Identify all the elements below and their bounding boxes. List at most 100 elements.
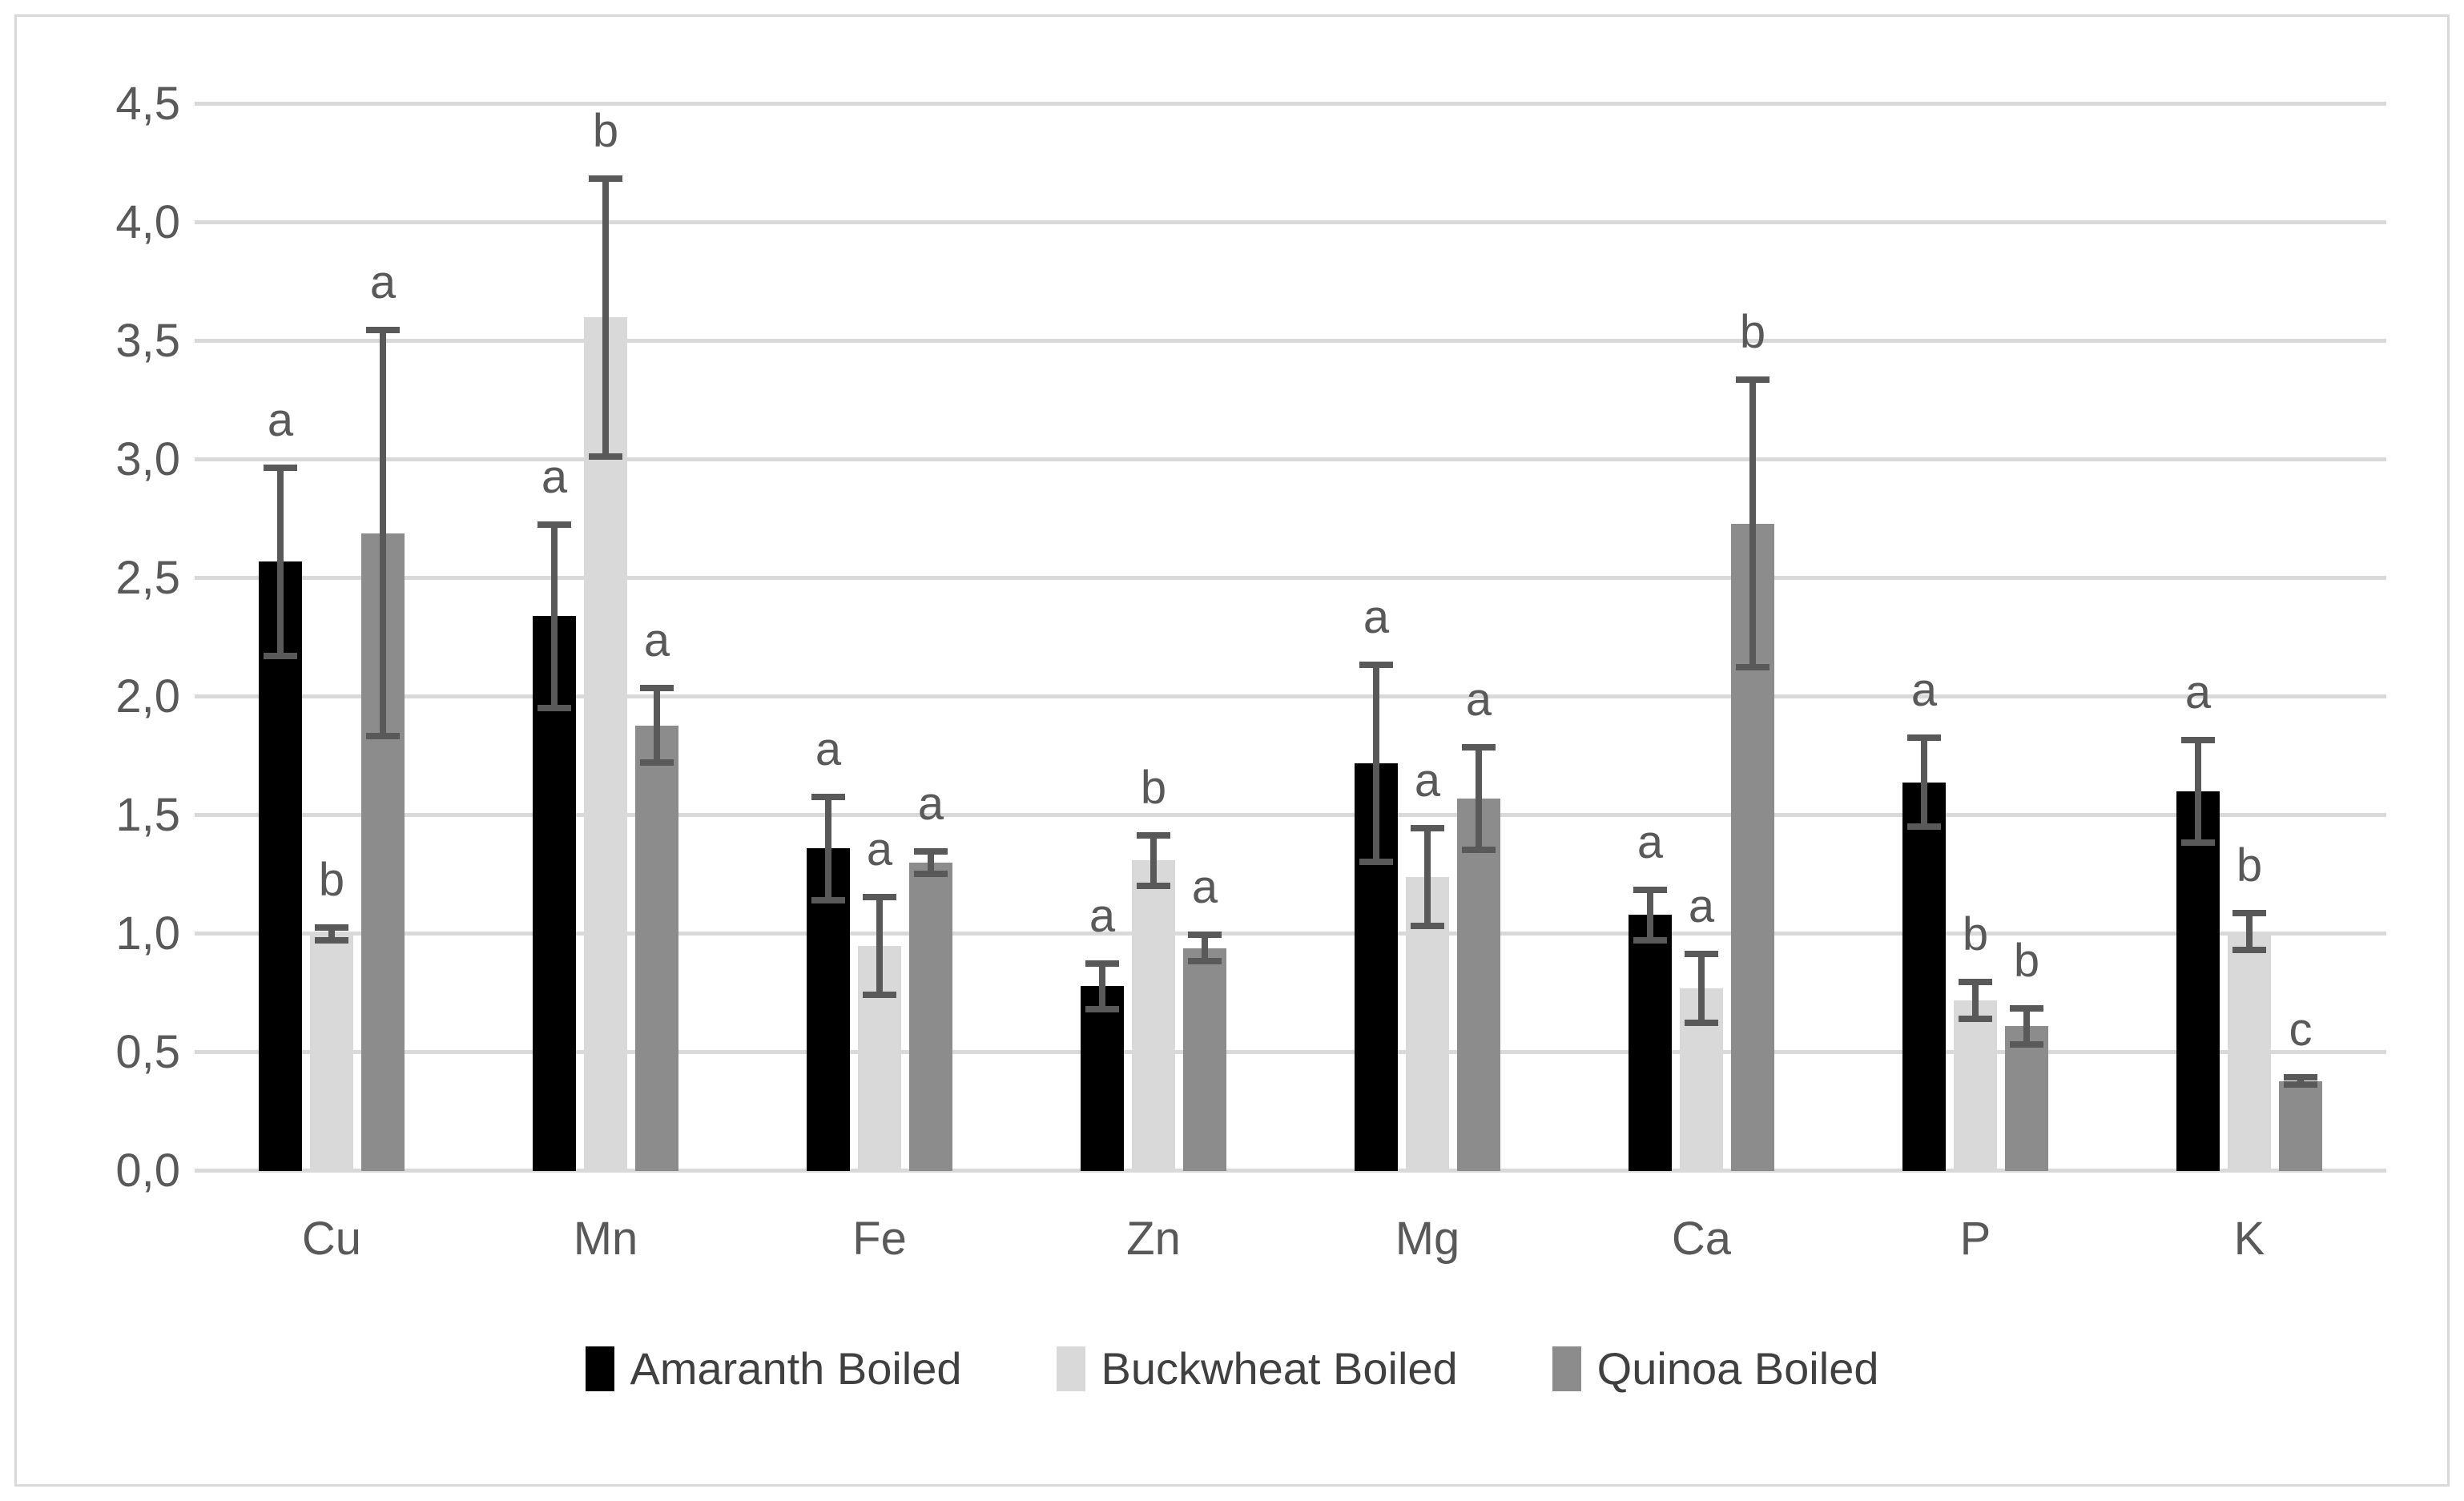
error-bar-cap bbox=[366, 327, 400, 334]
error-bar-stem bbox=[2246, 910, 2253, 953]
y-axis-tick-label: 0,0 bbox=[115, 1145, 180, 1197]
error-bar bbox=[1736, 376, 1769, 671]
error-bar-cap bbox=[589, 175, 622, 182]
error-bar-cap bbox=[1137, 831, 1170, 839]
error-bar-cap bbox=[2284, 1081, 2317, 1089]
gridline bbox=[195, 813, 2386, 817]
legend-label-amaranth: Amaranth Boiled bbox=[630, 1343, 962, 1394]
error-bar-cap bbox=[1411, 923, 1444, 930]
error-bar-stem bbox=[2023, 1004, 2030, 1048]
significance-letter: a bbox=[1191, 861, 1218, 914]
error-bar bbox=[589, 175, 622, 460]
error-bar bbox=[1411, 824, 1444, 930]
error-bar-cap bbox=[640, 685, 674, 692]
error-bar bbox=[2181, 737, 2215, 847]
error-bar-cap bbox=[1085, 960, 1119, 967]
y-axis-tick-label: 4,5 bbox=[115, 78, 180, 130]
error-bar-stem bbox=[1202, 932, 1208, 965]
significance-letter: a bbox=[541, 450, 568, 503]
x-axis-label: Zn bbox=[1126, 1213, 1181, 1265]
significance-letter: a bbox=[267, 393, 294, 446]
error-bar-cap bbox=[264, 652, 297, 659]
error-bar bbox=[1959, 979, 1992, 1022]
error-bar-stem bbox=[654, 685, 660, 766]
error-bar-stem bbox=[825, 794, 831, 903]
error-bar-cap bbox=[1188, 932, 1222, 939]
error-bar-cap bbox=[1685, 1020, 1718, 1027]
error-bar-cap bbox=[1959, 1015, 1992, 1022]
significance-letter: a bbox=[369, 256, 397, 309]
bar-quinoa-Zn bbox=[1183, 948, 1226, 1171]
bar-amaranth-P bbox=[1902, 782, 1946, 1171]
bar-quinoa-Mn bbox=[635, 725, 678, 1171]
error-bar-cap bbox=[914, 870, 948, 877]
error-bar-cap bbox=[366, 733, 400, 740]
error-bar-cap bbox=[863, 893, 896, 900]
x-axis-label: Mn bbox=[573, 1213, 638, 1265]
bar-amaranth-Cu bbox=[259, 561, 302, 1171]
bar-buckwheat-Mn bbox=[584, 317, 627, 1171]
bar-buckwheat-K bbox=[2228, 932, 2271, 1171]
error-bar-stem bbox=[602, 175, 609, 460]
bar-buckwheat-P bbox=[1954, 1000, 1997, 1171]
x-axis-label: P bbox=[1959, 1213, 1991, 1265]
gridline bbox=[195, 102, 2386, 106]
y-axis-tick-label: 4,0 bbox=[115, 196, 180, 248]
error-bar-cap bbox=[1462, 744, 1496, 751]
y-axis-tick-label: 2,0 bbox=[115, 670, 180, 722]
error-bar-cap bbox=[811, 794, 845, 801]
bar-quinoa-P bbox=[2005, 1026, 2048, 1171]
error-bar bbox=[264, 464, 297, 659]
error-bar-cap bbox=[315, 924, 348, 932]
error-bar bbox=[2010, 1004, 2043, 1048]
error-bar-cap bbox=[2232, 910, 2266, 917]
error-bar-cap bbox=[1907, 823, 1941, 830]
significance-letter: b bbox=[2013, 934, 2040, 987]
significance-letter: b bbox=[1962, 908, 1989, 961]
significance-letter: a bbox=[1465, 674, 1492, 726]
error-bar-cap bbox=[1736, 664, 1769, 671]
x-axis: Cu Mn Fe Zn Mg Ca P K bbox=[195, 1211, 2386, 1283]
error-bar-stem bbox=[1150, 831, 1157, 889]
gridline bbox=[195, 220, 2386, 224]
gridline bbox=[195, 1050, 2386, 1054]
error-bar bbox=[1907, 734, 1941, 830]
significance-letter: a bbox=[643, 614, 670, 667]
error-bar-cap bbox=[315, 936, 348, 944]
x-axis-label: Cu bbox=[301, 1213, 362, 1265]
significance-letter: b bbox=[2236, 839, 2263, 892]
error-bar bbox=[1085, 960, 1119, 1012]
legend-item-buckwheat: Buckwheat Boiled bbox=[1056, 1343, 1458, 1394]
x-axis-label: Ca bbox=[1671, 1213, 1732, 1265]
error-bar-cap bbox=[1359, 859, 1393, 866]
gridline bbox=[195, 932, 2386, 936]
significance-letter: a bbox=[1363, 590, 1390, 643]
error-bar-cap bbox=[2010, 1004, 2043, 1012]
error-bar bbox=[1685, 950, 1718, 1027]
error-bar-cap bbox=[589, 453, 622, 460]
error-bar-cap bbox=[1359, 661, 1393, 668]
y-axis: 0,0 0,5 1,0 1,5 2,0 2,5 3,0 3,5 4,0 4,5 bbox=[32, 78, 180, 1197]
y-axis-tick-label: 0,5 bbox=[115, 1026, 180, 1078]
error-bar-stem bbox=[2195, 737, 2201, 847]
error-bar bbox=[1137, 831, 1170, 889]
error-bar bbox=[315, 924, 348, 944]
significance-letter: a bbox=[1688, 879, 1715, 932]
legend-label-buckwheat: Buckwheat Boiled bbox=[1101, 1343, 1458, 1394]
error-bar-stem bbox=[928, 848, 934, 877]
error-bar-cap bbox=[2181, 737, 2215, 744]
error-bar bbox=[1188, 932, 1222, 965]
significance-letter: a bbox=[815, 723, 842, 776]
bar-buckwheat-Cu bbox=[310, 934, 353, 1171]
bar-buckwheat-Zn bbox=[1132, 860, 1175, 1171]
error-bar-cap bbox=[1411, 824, 1444, 831]
y-axis-tick-label: 3,0 bbox=[115, 433, 180, 485]
error-bar-cap bbox=[811, 896, 845, 903]
error-bar-cap bbox=[537, 521, 571, 528]
error-bar bbox=[863, 893, 896, 998]
error-bar-cap bbox=[863, 991, 896, 998]
error-bar-cap bbox=[1907, 734, 1941, 742]
error-bar-stem bbox=[2297, 1073, 2304, 1089]
error-bar-cap bbox=[1736, 376, 1769, 384]
